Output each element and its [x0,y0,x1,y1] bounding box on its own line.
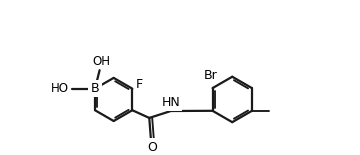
Text: HN: HN [161,96,180,109]
Text: Br: Br [204,69,218,82]
Text: HO: HO [51,82,69,95]
Text: F: F [136,78,143,91]
Text: B: B [91,82,99,95]
Text: OH: OH [92,55,110,68]
Text: O: O [147,141,157,154]
